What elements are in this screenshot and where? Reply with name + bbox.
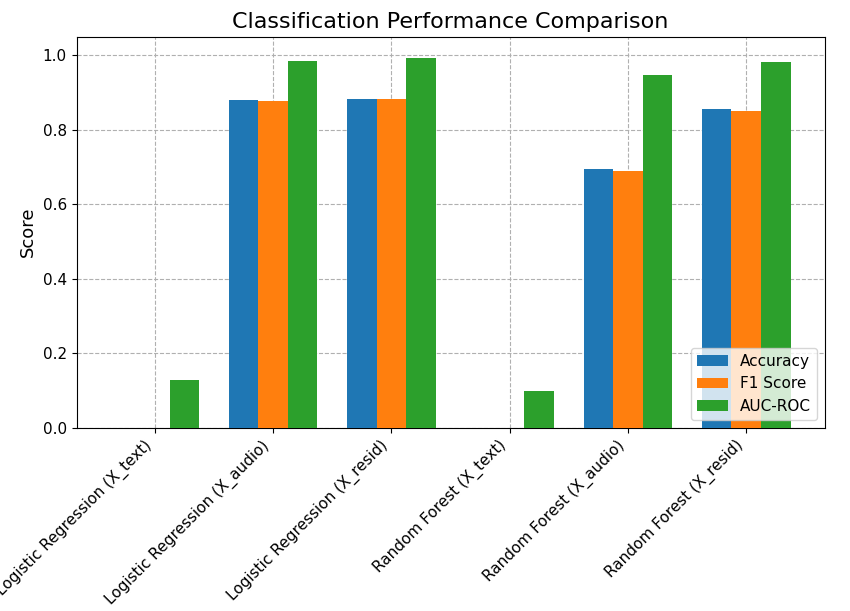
Bar: [731, 111, 761, 428]
Legend: Accuracy, F1 Score, AUC-ROC: Accuracy, F1 Score, AUC-ROC: [691, 348, 817, 420]
Bar: [347, 99, 377, 428]
Bar: [406, 57, 436, 428]
Title: Classification Performance Comparison: Classification Performance Comparison: [232, 12, 669, 32]
Bar: [761, 62, 790, 428]
Bar: [170, 381, 199, 428]
Bar: [288, 61, 317, 428]
Bar: [229, 100, 258, 428]
Bar: [613, 170, 643, 428]
Bar: [584, 169, 613, 428]
Bar: [377, 99, 406, 428]
Bar: [524, 391, 554, 428]
Bar: [258, 101, 288, 428]
Y-axis label: Score: Score: [19, 207, 37, 257]
Bar: [643, 75, 672, 428]
Bar: [702, 109, 731, 428]
